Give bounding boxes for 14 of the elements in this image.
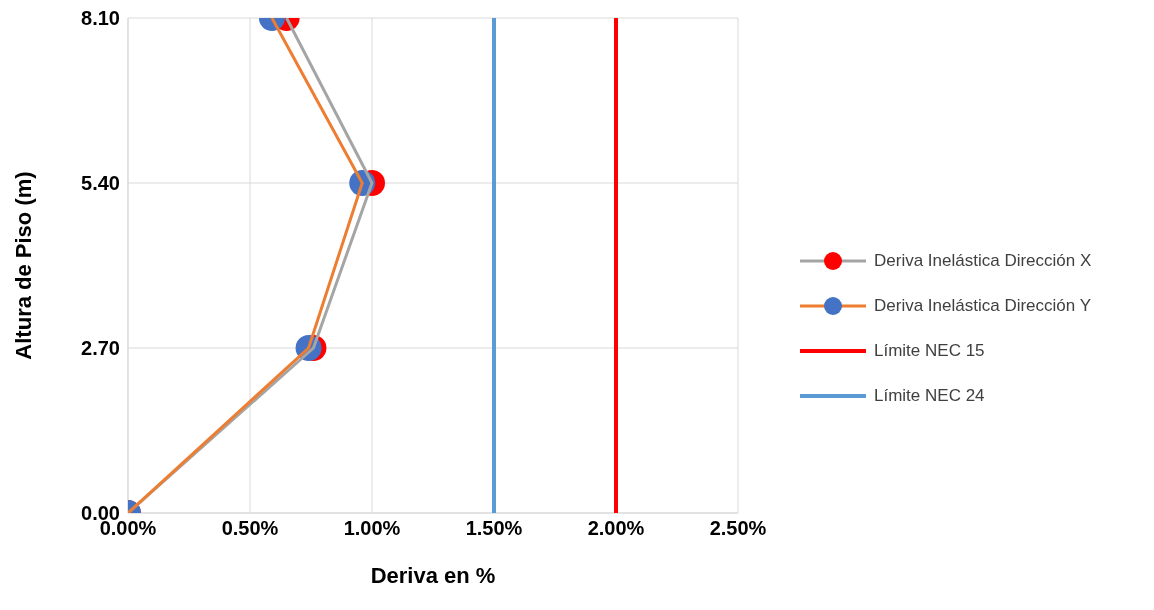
y-tick-label: 5.40: [81, 172, 120, 195]
x-tick-label: 2.00%: [587, 517, 645, 540]
legend-label: Límite NEC 15: [874, 340, 985, 361]
legend-label: Deriva Inelástica Dirección Y: [874, 295, 1091, 316]
legend-label: Deriva Inelástica Dirección X: [874, 250, 1092, 271]
y-tick-label: 2.70: [81, 337, 120, 360]
y-axis-title: Altura de Piso (m): [10, 171, 36, 360]
x-tick-label: 1.00%: [343, 517, 401, 540]
y-tick-label: 8.10: [81, 7, 120, 30]
x-tick-label: 1.50%: [465, 517, 523, 540]
x-tick-label: 2.50%: [709, 517, 767, 540]
legend-label: Límite NEC 24: [874, 385, 985, 406]
x-axis-title: Deriva en %: [370, 563, 496, 588]
x-tick-label: 0.50%: [221, 517, 279, 540]
